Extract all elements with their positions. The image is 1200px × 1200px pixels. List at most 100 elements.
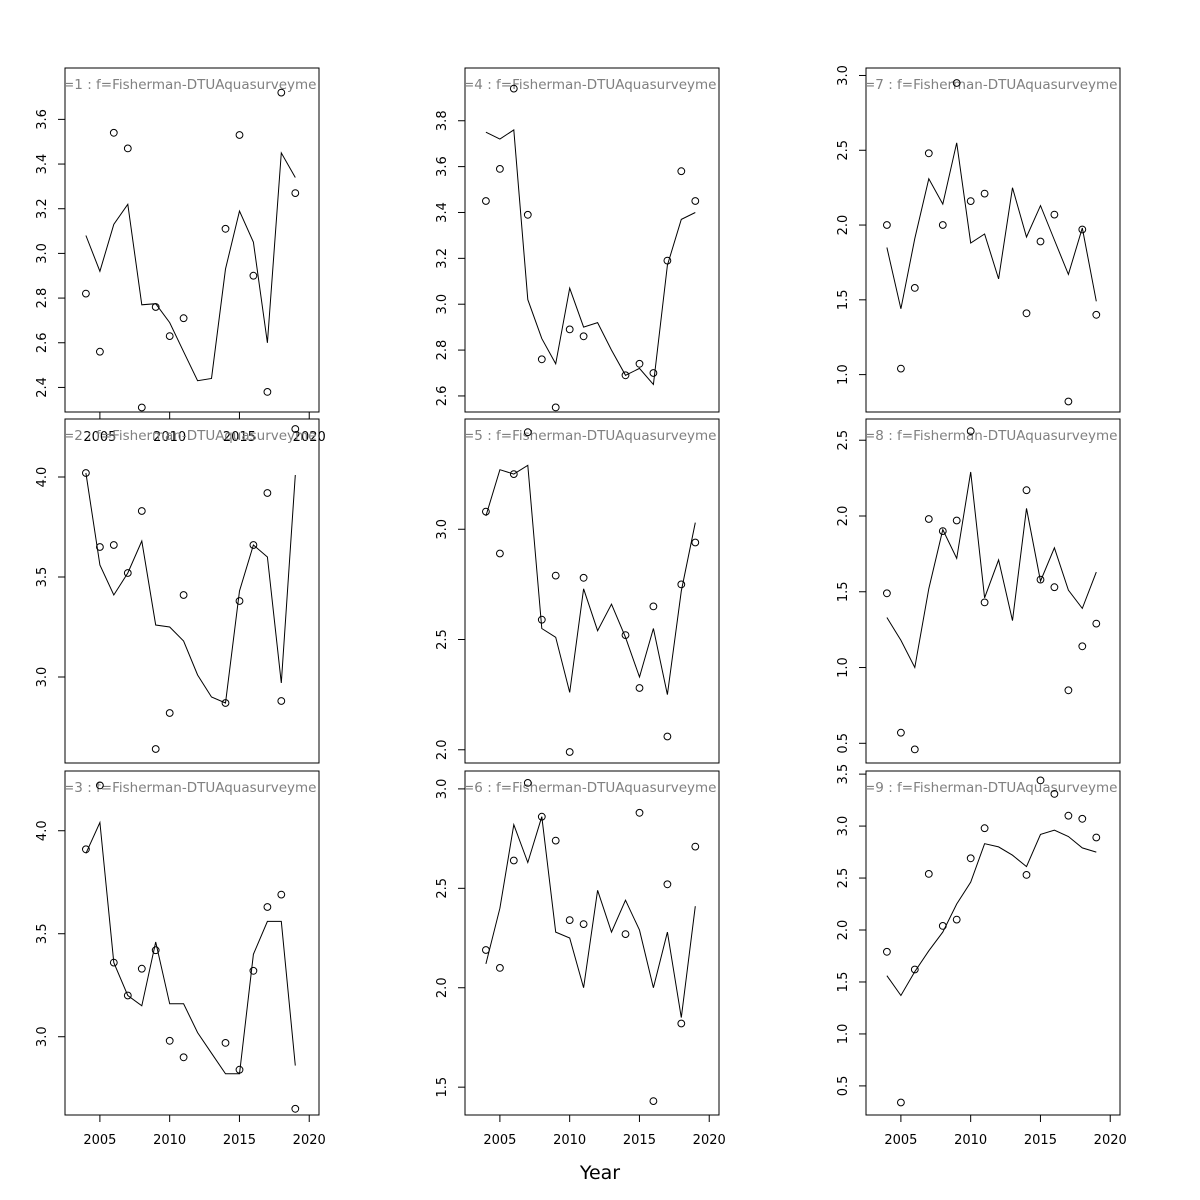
panel-5-y-tick-label: 2.0	[435, 739, 450, 760]
panel-7-point	[966, 197, 975, 206]
panel-3-point	[165, 1036, 174, 1045]
panel-6-point	[565, 916, 574, 924]
panel-3-y-axis: 3.0 3.5 4.0	[35, 820, 65, 1047]
panel-1-point	[249, 271, 258, 280]
panel-6-point	[523, 779, 532, 787]
panel-5-point	[537, 615, 546, 624]
panel-8: =8 : f=Fisherman-DTUAquasurveyme 0.5 1.0 1.…	[836, 418, 1121, 764]
panel-8-y-tick-label: 2.0	[836, 506, 851, 527]
panel-5-point	[482, 507, 490, 516]
panel-3-y-tick-label: 3.5	[35, 923, 50, 944]
panel-1: =1 : f=Fisherman-DTUAquasurveyme2.42.62.…	[35, 67, 326, 445]
panel-3-x-tick-label: 2010	[153, 1133, 186, 1148]
panel-9-y-tick-label: 3.0	[836, 816, 851, 837]
panel-4-point	[635, 359, 644, 368]
panel-5-y-tick-label: 3.0	[435, 519, 450, 540]
panel-9-y-tick-label: 1.5	[836, 972, 851, 993]
panel-3-x-tick-label: 2005	[83, 1133, 116, 1148]
panel-2-fitted-line	[85, 472, 296, 704]
panel-3-point	[109, 958, 118, 967]
panel-4-point	[649, 369, 658, 377]
panel-1-frame	[64, 67, 320, 413]
panel-8-point	[1064, 686, 1073, 695]
panel-4-point	[496, 165, 504, 173]
panel-6-x-tick-label: 2015	[623, 1133, 656, 1148]
panel-4-y-tick-label: 3.6	[435, 156, 450, 177]
panel-6-point	[649, 1097, 658, 1105]
panel-8-point	[1092, 619, 1101, 628]
panel-8-y-tick-label: 0.5	[836, 733, 851, 754]
panel-9-point	[910, 965, 919, 974]
panel-1-point	[263, 388, 272, 396]
panel-5-point	[523, 428, 532, 437]
panel-7-point	[1078, 225, 1087, 234]
panel-4-point	[482, 197, 490, 205]
panel-3-point	[235, 1065, 244, 1074]
panel-7-y-tick-label: 3.0	[836, 65, 851, 86]
panel-4-y-tick-label: 2.8	[435, 340, 450, 361]
panel-8-point	[966, 427, 975, 436]
panel-9-point	[1064, 811, 1073, 820]
panel-9-point	[952, 915, 961, 924]
panel-9-y-tick-label: 2.0	[836, 920, 851, 941]
panel-1-y-tick-label: 2.4	[35, 377, 50, 398]
panel-2-point	[96, 543, 104, 551]
panel-1-point	[137, 403, 146, 412]
panel-4-point	[509, 84, 518, 93]
panel-9-point	[966, 854, 975, 863]
panel-6-frame	[464, 770, 720, 1116]
panel-3-x-tick-label: 2020	[293, 1133, 326, 1148]
panel-9-point	[1078, 814, 1087, 823]
panel-9-title: =9 : f=Fisherman-DTUAquasurveyme	[864, 780, 1118, 796]
panel-2-y-tick-label: 3.0	[35, 667, 50, 688]
panel-5-point	[677, 580, 686, 589]
panel-9-x-tick-label: 2015	[1024, 1133, 1057, 1148]
panel-6-point	[482, 946, 490, 954]
panel-7-fitted-line	[886, 142, 1097, 309]
panel-8-point	[1022, 486, 1031, 495]
panel-5-point	[621, 631, 630, 639]
panel-9-point	[1022, 871, 1031, 879]
panel-7-y-axis: 1.0 1.5 2.0 2.5 3.0	[836, 65, 866, 385]
panel-5-observations	[482, 428, 700, 756]
panel-8-point	[1078, 642, 1087, 651]
panel-6-point	[537, 812, 546, 821]
panel-3-point	[137, 964, 146, 973]
panel-5-y-tick-label: 2.5	[435, 629, 450, 650]
panel-1-x-tick-label: 2005	[83, 430, 116, 445]
panel-6-point	[691, 842, 700, 851]
panel-7-y-tick-label: 1.5	[836, 289, 851, 310]
panel-9-point	[1036, 776, 1045, 785]
panel-1-x-tick-label: 2020	[293, 430, 326, 445]
panel-3-observations	[82, 781, 300, 1113]
panel-9-point	[980, 824, 989, 833]
panel-6-point	[677, 1019, 686, 1028]
panel-6-y-tick-label: 3.0	[435, 779, 450, 800]
panel-6-fitted-line	[485, 816, 696, 1018]
panel-8-fitted-line	[886, 471, 1097, 670]
panel-8-frame	[865, 418, 1121, 764]
panel-9-point	[897, 1098, 905, 1107]
panel-7-point	[1022, 309, 1031, 318]
panel-6-x-tick-label: 2010	[553, 1133, 586, 1148]
panel-9-observations	[883, 776, 1101, 1107]
panel-2-point	[137, 507, 146, 515]
panel-3-point	[179, 1053, 188, 1062]
panel-1-observations	[82, 88, 300, 412]
panel-2-y-tick-label: 3.5	[35, 567, 50, 588]
panel-9-point	[1092, 833, 1101, 842]
panel-4-observations	[482, 84, 700, 412]
panel-9-y-tick-label: 0.5	[836, 1076, 851, 1097]
panel-7-point	[910, 284, 919, 292]
panel-6-point	[621, 930, 630, 938]
panel-8-title: =8 : f=Fisherman-DTUAquasurveyme	[864, 428, 1118, 444]
panel-2-frame	[64, 418, 320, 764]
panel-7-point	[1064, 397, 1073, 406]
panel-1-point	[221, 224, 230, 233]
panel-9-frame	[865, 770, 1121, 1116]
panel-3-title: =3 : f=Fisherman-DTUAquasurveyme	[63, 780, 317, 796]
panel-1-x-tick-label: 2015	[223, 430, 256, 445]
panel-1-point	[82, 289, 90, 298]
panel-8-point	[1036, 575, 1045, 584]
